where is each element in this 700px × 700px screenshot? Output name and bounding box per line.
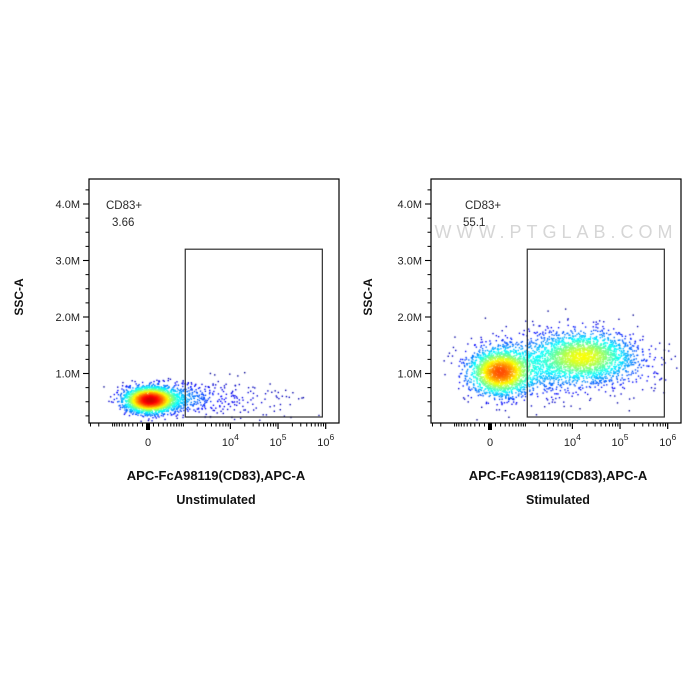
y-tick-label: 3.0M [398,256,422,268]
x-tick-label: 104 [222,432,239,449]
y-tick-label: 1.0M [56,369,80,381]
x-tick-label: 0 [145,437,151,449]
gate-label-left: CD83+ 3.66 [106,198,142,232]
gate-rect [184,248,323,418]
x-tick-label: 104 [564,432,581,449]
subtitle-left: Unstimulated [176,493,256,507]
x-axis-title-right: APC-FcA98119(CD83),APC-A [468,468,648,483]
y-axis-title-left: SSC-A [12,278,26,316]
x-tick-label: 106 [317,432,334,449]
x-axis-title-left: APC-FcA98119(CD83),APC-A [126,468,306,483]
gate-label-right: CD83+ 55.1 [458,198,501,232]
x-tick-label: 0 [487,437,493,449]
gate-rect [526,248,665,418]
plot-border [430,178,682,424]
plot-border [88,178,340,424]
y-tick-label: 4.0M [56,199,80,211]
y-tick-label: 2.0M [398,312,422,324]
y-tick-label: 3.0M [56,256,80,268]
gate-percent-left: 3.66 [112,217,135,229]
x-tick-label: 105 [270,432,287,449]
y-axis-title-right: SSC-A [361,278,375,316]
x-tick-label: 105 [612,432,629,449]
subtitle-right: Stimulated [526,493,590,507]
gate-name-left: CD83+ [106,200,143,212]
watermark: WWW.PTGLAB.COM [434,222,678,242]
y-tick-label: 1.0M [398,369,422,381]
y-tick-label: 2.0M [56,312,80,324]
gate-name-right: CD83+ [465,200,502,212]
gate-percent-right: 55.1 [463,217,486,229]
y-tick-label: 4.0M [398,199,422,211]
x-tick-label: 106 [659,432,676,449]
